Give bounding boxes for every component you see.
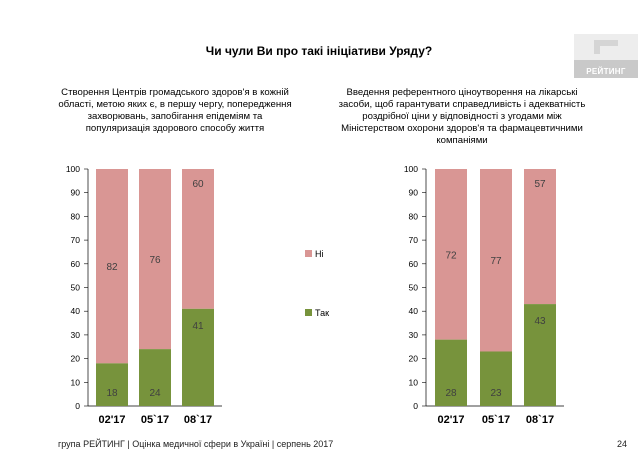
bar-yes-value-label: 43 xyxy=(534,316,546,327)
y-tick-label: 50 xyxy=(71,283,81,293)
bar-no-value-label: 76 xyxy=(149,255,161,266)
y-tick-label: 70 xyxy=(409,235,419,245)
bar-no-value-label: 57 xyxy=(534,179,546,190)
bar-no-segment xyxy=(480,169,512,352)
y-tick-label: 80 xyxy=(409,211,419,221)
y-tick-label: 80 xyxy=(71,211,81,221)
logo-mark xyxy=(594,40,618,54)
x-category-label: 05`17 xyxy=(482,414,510,426)
bar-yes-segment xyxy=(139,349,171,406)
y-tick-label: 70 xyxy=(71,235,81,245)
bar-yes-segment xyxy=(480,351,512,406)
bar-yes-value-label: 41 xyxy=(192,321,204,332)
y-tick-label: 60 xyxy=(409,259,419,269)
bar-no-segment xyxy=(139,169,171,350)
bar-no-value-label: 77 xyxy=(490,256,502,267)
x-category-label: 02'17 xyxy=(437,414,464,426)
bar-yes-value-label: 23 xyxy=(490,388,502,399)
y-tick-label: 0 xyxy=(75,401,80,411)
y-tick-label: 90 xyxy=(71,188,81,198)
page-title: Чи чули Ви про такі ініціативи Уряду? xyxy=(205,44,433,58)
page-number: 24 xyxy=(617,439,628,449)
bar-yes-segment xyxy=(96,363,128,406)
legend-yes-label: Так xyxy=(315,308,329,318)
bar-no-value-label: 72 xyxy=(445,250,457,261)
x-category-label: 08`17 xyxy=(184,414,212,426)
y-tick-label: 50 xyxy=(409,283,419,293)
y-tick-label: 100 xyxy=(404,164,418,174)
y-tick-label: 40 xyxy=(71,306,81,316)
y-tick-label: 10 xyxy=(409,377,419,387)
bar-yes-value-label: 18 xyxy=(106,388,118,399)
rating-logo: РЕЙТИНГ xyxy=(574,34,638,78)
bar-yes-segment xyxy=(435,339,467,406)
legend-yes-swatch xyxy=(305,309,312,316)
bar-no-segment xyxy=(524,169,556,305)
legend-no-label: Ні xyxy=(315,249,324,259)
y-tick-label: 100 xyxy=(66,164,80,174)
footer-text: група РЕЙТИНГ | Оцінка медичної сфери в … xyxy=(58,439,334,449)
y-tick-label: 20 xyxy=(71,354,81,364)
x-category-label: 08`17 xyxy=(526,414,554,426)
bar-no-value-label: 82 xyxy=(106,262,118,273)
bar-yes-value-label: 28 xyxy=(445,388,457,399)
bar-no-segment xyxy=(182,169,214,309)
chart-2-title: Введення референтного ціноутворення на л… xyxy=(338,87,586,146)
y-tick-label: 20 xyxy=(409,354,419,364)
bar-no-segment xyxy=(435,169,467,340)
bar-no-segment xyxy=(96,169,128,364)
x-category-label: 02'17 xyxy=(98,414,125,426)
y-tick-label: 40 xyxy=(409,306,419,316)
bar-yes-segment xyxy=(182,308,214,406)
y-tick-label: 30 xyxy=(71,330,81,340)
bar-yes-segment xyxy=(524,304,556,406)
bar-no-value-label: 60 xyxy=(192,179,204,190)
logo-bar xyxy=(574,60,638,78)
y-tick-label: 30 xyxy=(409,330,419,340)
y-tick-label: 0 xyxy=(413,401,418,411)
chart-1-title: Створення Центрів громадського здоров'я … xyxy=(58,87,292,134)
logo-text: РЕЙТИНГ xyxy=(586,67,626,76)
y-tick-label: 90 xyxy=(409,188,419,198)
bar-yes-value-label: 24 xyxy=(149,388,161,399)
x-category-label: 05`17 xyxy=(141,414,169,426)
y-tick-label: 60 xyxy=(71,259,81,269)
y-tick-label: 10 xyxy=(71,377,81,387)
legend-no-swatch xyxy=(305,250,312,257)
